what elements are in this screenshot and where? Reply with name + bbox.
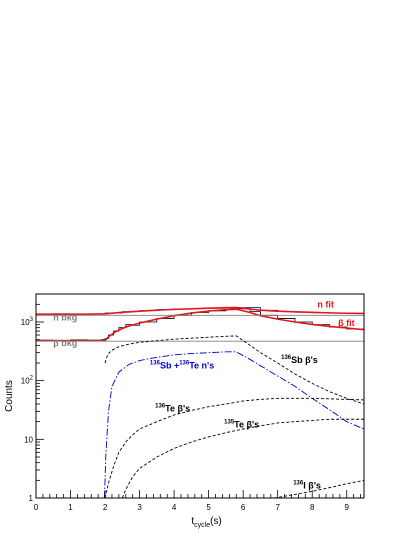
x-tick-label: 6 [241, 503, 246, 512]
plot-frame [35, 293, 365, 499]
y-tick-label: 102 [21, 376, 34, 386]
label-n-bkg: n bkg [53, 313, 77, 323]
y-axis: 1 10 102 103 [21, 293, 44, 503]
x-tick-label: 5 [206, 503, 211, 512]
x-tick-label: 0 [34, 503, 39, 512]
label-beta-bkg: β bkg [53, 338, 77, 348]
x-axis-title-unit: (s) [210, 516, 222, 527]
y-tick-label: 10 [24, 435, 33, 444]
y-tick-label: 103 [21, 317, 34, 327]
x-axis-title-main: t [191, 516, 194, 527]
series-7 [103, 351, 364, 498]
y-tick-label: 1 [29, 494, 34, 503]
label-n-fit: n fit [317, 300, 334, 310]
x-tick-label: 4 [172, 503, 177, 512]
x-axis-title: tcycle(s) [191, 516, 221, 529]
series-1 [36, 308, 364, 341]
series-layer [36, 306, 364, 498]
series-3 [36, 308, 364, 342]
series-2 [36, 306, 364, 315]
label-beta-fit: β fit [338, 318, 355, 328]
x-tick-label: 3 [137, 503, 142, 512]
x-axis: 0 1 2 3 4 5 6 7 8 9 [34, 490, 361, 512]
x-tick-label: 2 [103, 503, 108, 512]
series-8 [104, 397, 364, 498]
label-i136-beta: 136I β's [293, 481, 321, 491]
y-axis-title: Counts [4, 380, 15, 412]
annotation-layer: n fit β fit n bkg β bkg 136Sb β's 136Sb +136T… [53, 300, 354, 491]
label-sb-te-n: 136Sb +136Te n's [150, 361, 214, 371]
x-tick-label: 7 [275, 503, 280, 512]
x-axis-title-sub: cycle [194, 522, 210, 529]
series-9 [121, 418, 364, 498]
label-sb136-beta: 136Sb β's [281, 355, 318, 365]
x-tick-label: 8 [310, 503, 315, 512]
label-te135-beta: 135Te β's [224, 419, 259, 429]
x-tick-label: 9 [345, 503, 350, 512]
label-te136-beta: 136Te β's [155, 403, 190, 413]
x-tick-label: 1 [68, 503, 73, 512]
series-6 [104, 335, 364, 405]
